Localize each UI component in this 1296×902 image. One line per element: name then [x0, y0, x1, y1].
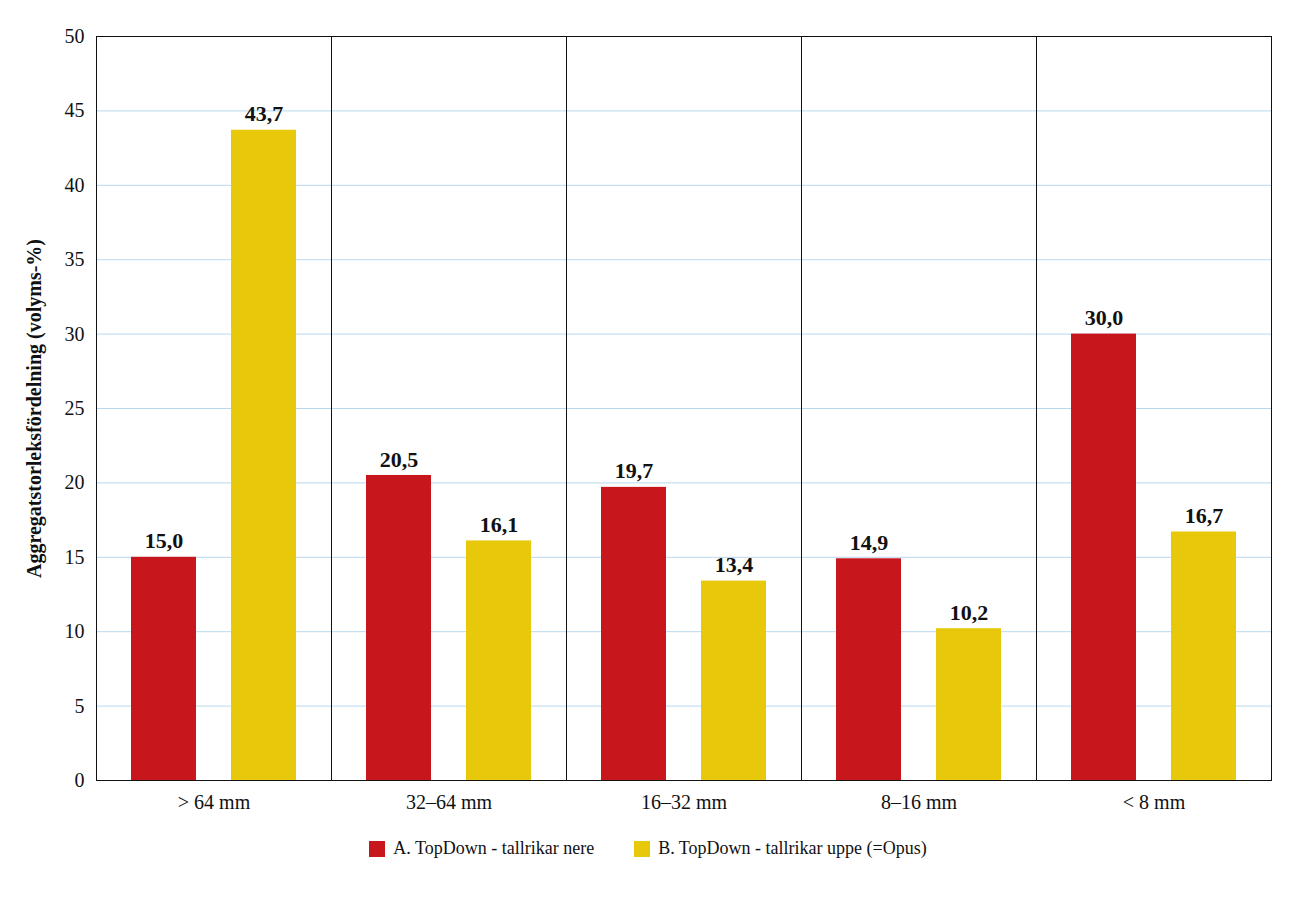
svg-text:25: 25 — [65, 397, 85, 419]
svg-text:0: 0 — [75, 769, 85, 791]
svg-text:5: 5 — [75, 695, 85, 717]
svg-text:45: 45 — [65, 99, 85, 121]
svg-text:14,9: 14,9 — [850, 530, 889, 555]
svg-text:10,2: 10,2 — [950, 600, 989, 625]
svg-text:< 8 mm: < 8 mm — [1123, 791, 1186, 813]
svg-text:30,0: 30,0 — [1085, 305, 1124, 330]
svg-text:43,7: 43,7 — [245, 101, 284, 126]
svg-text:40: 40 — [65, 174, 85, 196]
svg-text:15,0: 15,0 — [145, 528, 184, 553]
svg-text:35: 35 — [65, 248, 85, 270]
svg-text:Aggregatstorleksfördelning (vo: Aggregatstorleksfördelning (volyms-%) — [23, 239, 46, 578]
svg-text:16,1: 16,1 — [480, 512, 519, 537]
html-text:A. TopDown - tallrikar nere: A. TopDown - tallrikar nere — [393, 838, 595, 858]
svg-text:32–64 mm: 32–64 mm — [406, 791, 493, 813]
svg-text:16,7: 16,7 — [1185, 503, 1224, 528]
svg-text:20,5: 20,5 — [380, 447, 419, 472]
svg-text:10: 10 — [65, 620, 85, 642]
svg-text:16–32 mm: 16–32 mm — [641, 791, 728, 813]
svg-text:> 64 mm: > 64 mm — [178, 791, 251, 813]
svg-text:50: 50 — [65, 25, 85, 47]
html-text:B. TopDown - tallrikar uppe (=: B. TopDown - tallrikar uppe (=Opus) — [658, 838, 927, 858]
svg-text:19,7: 19,7 — [615, 458, 654, 483]
svg-text:13,4: 13,4 — [715, 552, 754, 577]
svg-text:15: 15 — [65, 546, 85, 568]
svg-text:30: 30 — [65, 323, 85, 345]
svg-text:8–16 mm: 8–16 mm — [881, 791, 958, 813]
svg-text:20: 20 — [65, 471, 85, 493]
